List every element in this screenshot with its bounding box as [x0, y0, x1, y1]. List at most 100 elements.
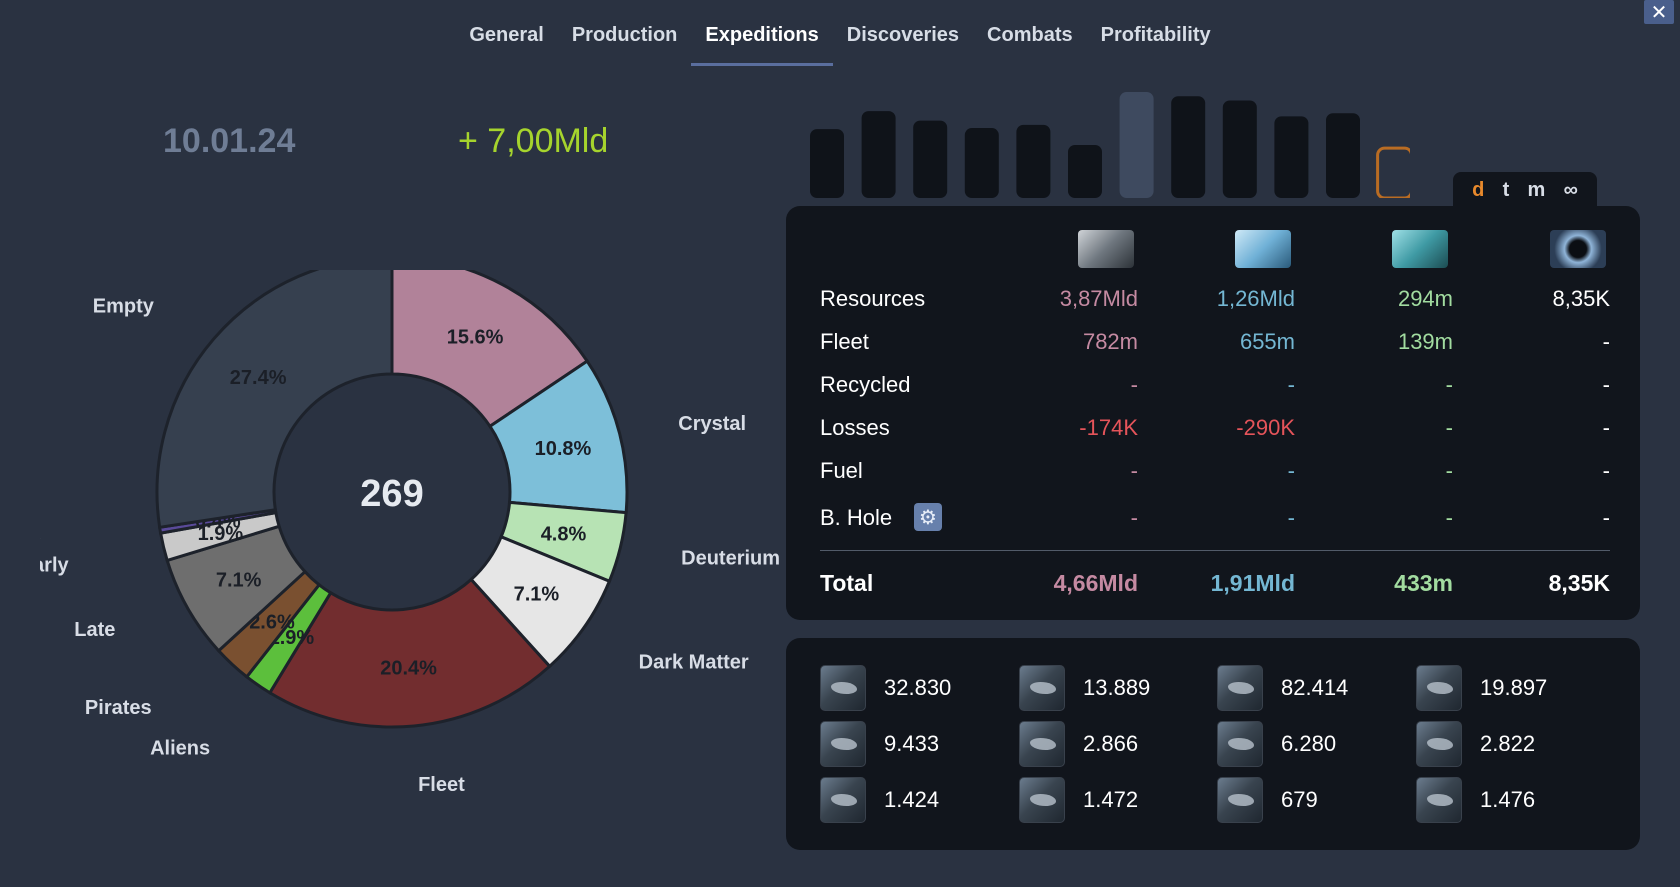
tab-bar: General Production Expeditions Discoveri… — [0, 20, 1680, 66]
tab-general[interactable]: General — [469, 24, 544, 46]
ship-icon — [1217, 721, 1263, 767]
resources-panel: Resources 3,87Mld 1,26Mld 294m 8,35K Fle… — [786, 206, 1640, 620]
period-t[interactable]: t — [1502, 178, 1510, 201]
slice-name-label: Fleet — [418, 774, 465, 796]
slice-value-label: 4.8% — [541, 524, 587, 546]
ship-item: 6.280 — [1217, 720, 1407, 768]
ship-count: 6.280 — [1281, 731, 1337, 756]
total-deuterium: 433m — [1394, 570, 1453, 596]
period-month[interactable]: m — [1527, 178, 1546, 201]
history-bar[interactable] — [861, 111, 896, 198]
ship-item: 2.822 — [1416, 720, 1606, 768]
tab-expeditions[interactable]: Expeditions — [691, 20, 833, 66]
ship-item: 1.476 — [1416, 776, 1606, 824]
history-bar[interactable] — [964, 128, 999, 198]
donut-svg: 15.6%Metal10.8%Crystal4.8%Deuterium7.1%D… — [0, 238, 780, 796]
period-switch: d t m ∞ — [1453, 172, 1597, 208]
slice-name-label: B. Hole — [40, 527, 41, 549]
slice-name-label: Empty — [93, 295, 155, 317]
row-resources: Resources 3,87Mld 1,26Mld 294m 8,35K — [820, 286, 1610, 316]
cell-metal: - — [1130, 372, 1138, 397]
ship-count: 13.889 — [1083, 675, 1151, 700]
total-divider — [820, 550, 1610, 551]
donut-slice-fleet[interactable] — [267, 577, 552, 729]
ship-icon — [820, 665, 866, 711]
history-bar[interactable] — [1119, 92, 1154, 198]
gear-icon[interactable]: ⚙ — [914, 503, 942, 531]
ships-panel: 32.830 13.889 82.414 19.897 9.433 2.866 … — [786, 638, 1640, 850]
slice-value-label: 15.6% — [447, 326, 504, 348]
history-bar[interactable] — [1326, 113, 1360, 198]
tab-discoveries[interactable]: Discoveries — [846, 24, 960, 46]
cell-crystal: - — [1287, 458, 1295, 483]
slice-value-label: 1.9% — [198, 523, 244, 545]
slice-value-label: 7.1% — [514, 583, 560, 605]
ship-icon — [1416, 721, 1462, 767]
cell-metal: -174K — [1079, 415, 1138, 440]
ship-item: 13.889 — [1019, 664, 1209, 712]
cell-metal: - — [1130, 505, 1138, 530]
cell-dark-matter: - — [1602, 458, 1610, 483]
ship-item: 9.433 — [820, 720, 1010, 768]
total-dark-matter: 8,35K — [1548, 570, 1610, 596]
row-fuel: Fuel - - - - — [820, 458, 1610, 488]
cell-deuterium: - — [1445, 415, 1453, 440]
ship-item: 2.866 — [1019, 720, 1209, 768]
total-crystal: 1,91Mld — [1210, 570, 1295, 596]
donut-slice-empty[interactable] — [155, 255, 394, 530]
history-bar[interactable] — [1016, 124, 1051, 198]
slice-value-label: 7.1% — [216, 569, 262, 591]
ship-count: 82.414 — [1281, 675, 1349, 700]
period-day[interactable]: d — [1472, 178, 1485, 201]
row-total: Total 4,66Mld 1,91Mld 433m 8,35K — [820, 570, 1610, 600]
cell-dark-matter: 8,35K — [1552, 286, 1611, 311]
ship-count: 1.476 — [1480, 787, 1536, 812]
ship-icon — [1019, 777, 1065, 823]
row-fleet: Fleet 782m 655m 139m - — [820, 329, 1610, 359]
slice-name-label: Early — [40, 555, 70, 577]
ship-item: 19.897 — [1416, 664, 1606, 712]
history-bar[interactable] — [1068, 145, 1102, 198]
row-label: Resources — [820, 286, 926, 311]
history-bar[interactable] — [810, 129, 844, 198]
ship-icon — [1416, 665, 1462, 711]
row-recycled: Recycled - - - - — [820, 372, 1610, 402]
ship-icon — [820, 721, 866, 767]
row-label: Fuel — [820, 458, 863, 483]
total-metal: 4,66Mld — [1053, 570, 1138, 596]
history-bar[interactable] — [1274, 116, 1309, 198]
history-bar[interactable] — [913, 120, 948, 198]
tab-profitability[interactable]: Profitability — [1100, 24, 1211, 46]
close-button[interactable]: ✕ — [1644, 0, 1674, 24]
row-losses: Losses -174K -290K - - — [820, 415, 1610, 445]
ship-icon — [1019, 665, 1065, 711]
ship-item: 32.830 — [820, 664, 1010, 712]
ship-item: 82.414 — [1217, 664, 1407, 712]
history-bar[interactable] — [1376, 146, 1414, 200]
row-label: Total — [820, 570, 874, 596]
ship-icon — [1217, 665, 1263, 711]
cell-deuterium: - — [1445, 505, 1453, 530]
ship-count: 1.472 — [1083, 787, 1139, 812]
slice-name-label: Late — [74, 619, 115, 641]
history-bar[interactable] — [1222, 100, 1257, 198]
slice-name-label: Deuterium — [681, 548, 780, 570]
expedition-count: 269 — [360, 473, 423, 515]
deuterium-icon — [1392, 230, 1448, 268]
tab-production[interactable]: Production — [571, 24, 678, 46]
cell-crystal: 1,26Mld — [1216, 286, 1295, 311]
cell-metal: 3,87Mld — [1059, 286, 1138, 311]
history-bar[interactable] — [1171, 96, 1206, 198]
ship-count: 9.433 — [884, 731, 940, 756]
ship-count: 32.830 — [884, 675, 952, 700]
tab-combats[interactable]: Combats — [987, 24, 1073, 46]
daily-gain: + 7,00Mld — [458, 122, 609, 160]
daily-history-bars — [810, 88, 1414, 200]
row-black-hole: B. Hole ⚙ - - - - — [820, 503, 1610, 535]
row-label: Fleet — [820, 329, 869, 354]
cell-deuterium: - — [1445, 458, 1453, 483]
dark-matter-icon — [1550, 230, 1606, 268]
period-all[interactable]: ∞ — [1563, 178, 1578, 201]
ship-icon — [1217, 777, 1263, 823]
ship-count: 19.897 — [1480, 675, 1548, 700]
